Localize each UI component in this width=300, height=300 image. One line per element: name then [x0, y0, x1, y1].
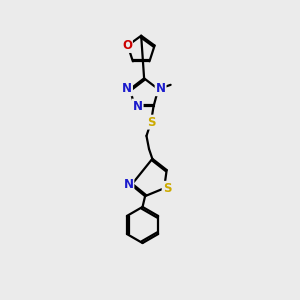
Text: N: N: [122, 82, 132, 95]
Text: O: O: [122, 39, 132, 52]
Text: S: S: [148, 116, 156, 129]
Text: N: N: [156, 82, 166, 95]
Text: N: N: [123, 178, 134, 191]
Text: N: N: [133, 100, 142, 112]
Text: S: S: [163, 182, 171, 195]
